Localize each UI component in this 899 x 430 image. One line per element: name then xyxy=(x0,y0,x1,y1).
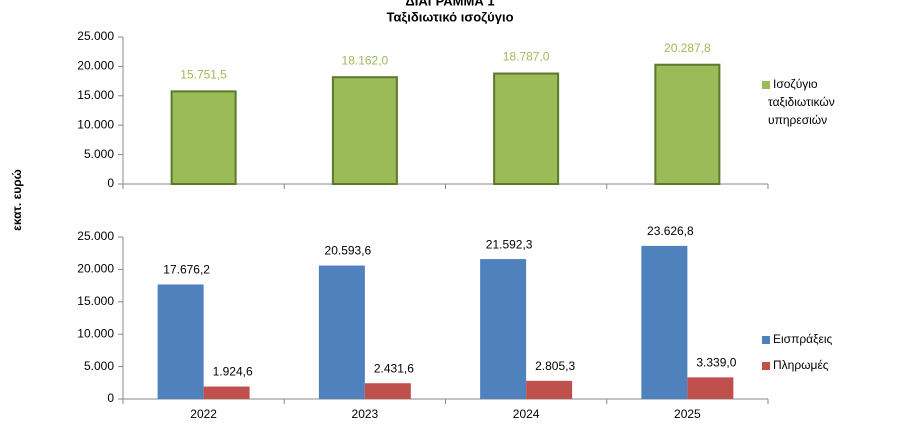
data-label: 18.787,0 xyxy=(503,50,550,64)
data-label: 20.593,6 xyxy=(325,244,372,258)
data-label: 3.339,0 xyxy=(696,356,736,370)
bar xyxy=(318,265,365,399)
data-label: 18.162,0 xyxy=(342,53,389,67)
y-tick-label: 20.000 xyxy=(77,59,114,73)
y-tick-label: 10.000 xyxy=(77,326,114,340)
chart-subtitle: Ταξιδιωτικό ισοζύγιο xyxy=(386,9,513,24)
bar xyxy=(364,383,411,399)
bar xyxy=(641,245,688,399)
data-label: 1.924,6 xyxy=(213,365,253,379)
data-label: 15.751,5 xyxy=(180,68,227,82)
y-tick-label: 0 xyxy=(107,176,114,190)
x-tick-label: 2025 xyxy=(674,407,701,421)
legend-swatch xyxy=(762,81,770,89)
y-tick-label: 25.000 xyxy=(77,29,114,43)
y-tick-label: 25.000 xyxy=(77,229,114,243)
x-tick-label: 2022 xyxy=(190,407,217,421)
bar xyxy=(157,284,204,399)
x-tick-label: 2024 xyxy=(513,407,540,421)
bar xyxy=(493,72,560,185)
data-label: 20.287,8 xyxy=(664,41,711,55)
data-label: 17.676,2 xyxy=(163,263,210,277)
y-tick-label: 10.000 xyxy=(77,117,114,131)
y-tick-label: 5.000 xyxy=(84,147,114,161)
data-label: 21.592,3 xyxy=(486,237,533,251)
y-tick-label: 0 xyxy=(107,391,114,405)
bar xyxy=(170,90,237,185)
y-tick-label: 15.000 xyxy=(77,88,114,102)
bar xyxy=(687,377,734,399)
bar xyxy=(203,386,250,399)
data-label: 2.431,6 xyxy=(374,361,414,375)
bar xyxy=(526,380,573,399)
bar xyxy=(480,259,527,399)
x-tick-label: 2023 xyxy=(352,407,379,421)
legend-label: Πληρωμές xyxy=(773,358,829,372)
bar xyxy=(654,63,721,185)
bar xyxy=(331,76,398,185)
y-tick-label: 15.000 xyxy=(77,294,114,308)
y-tick-label: 5.000 xyxy=(84,359,114,373)
data-label: 23.626,8 xyxy=(647,224,694,238)
legend-label: Ισοζύγιο ταξιδιωτικών υπηρεσιών xyxy=(768,77,835,127)
legend-swatch xyxy=(762,336,770,344)
chart-title: ΔΙΑΓΡΑΜΜΑ 1 xyxy=(405,0,494,8)
legend-swatch xyxy=(762,362,770,370)
data-label: 2.805,3 xyxy=(535,359,575,373)
legend-label: Εισπράξεις xyxy=(773,332,833,346)
y-tick-label: 20.000 xyxy=(77,262,114,276)
y-axis-label: εκατ. ευρώ xyxy=(10,169,24,231)
